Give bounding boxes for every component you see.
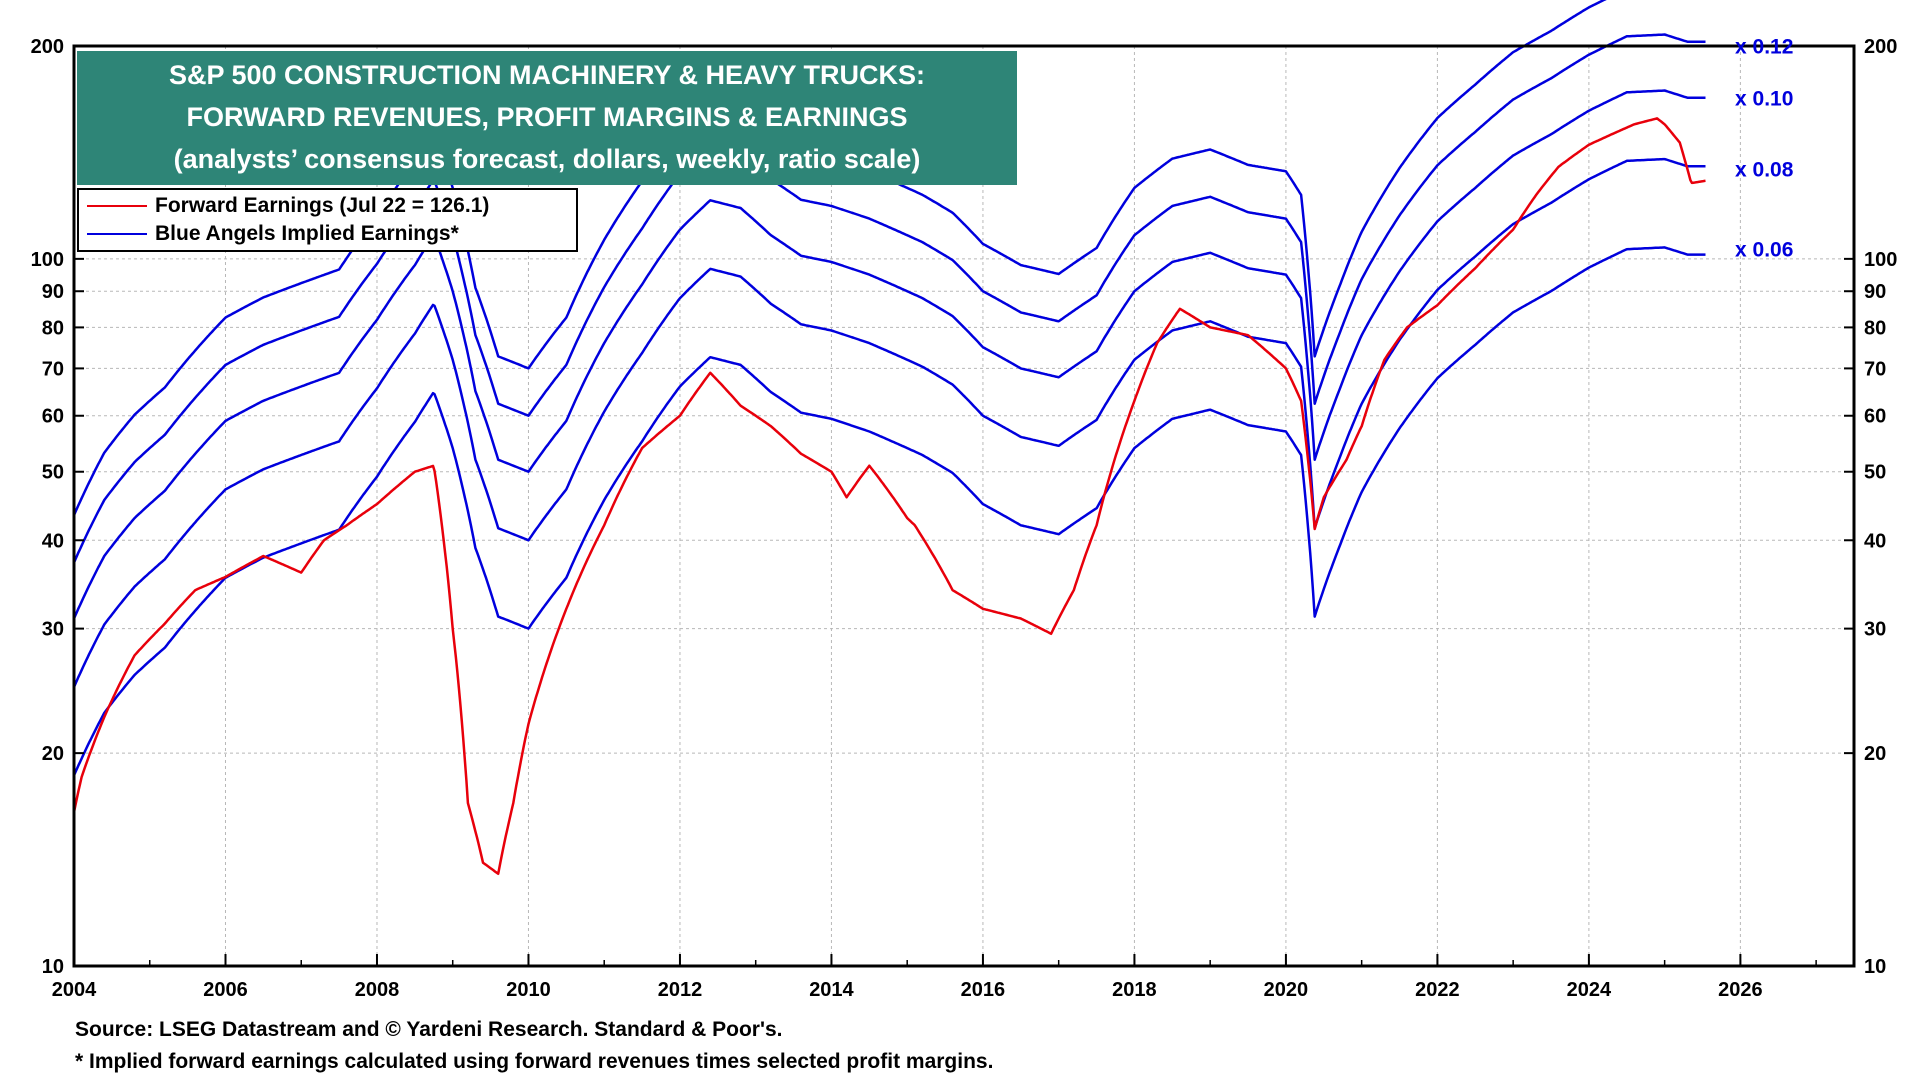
- x-tick-label: 2014: [809, 979, 854, 1001]
- y-tick-label-left: 50: [42, 462, 64, 484]
- x-tick-label: 2006: [203, 979, 248, 1001]
- y-tick-label-right: 50: [1864, 462, 1886, 484]
- y-tick-label-right: 80: [1864, 317, 1886, 339]
- footnote: * Implied forward earnings calculated us…: [75, 1050, 994, 1073]
- x-tick-label: 2012: [658, 979, 703, 1001]
- legend-item-forward-earnings: Forward Earnings (Jul 22 = 126.1): [87, 192, 489, 220]
- x-tick-label: 2016: [961, 979, 1006, 1001]
- axis-layer: 2004 2006 2008 2010 2012 2014 2016 2018 2020 2022…: [31, 36, 1898, 1001]
- implied-earnings-line-0_06: [72, 246, 1706, 776]
- y-tick-label-left: 80: [42, 317, 64, 339]
- margin-label-0_08: x 0.08: [1735, 158, 1794, 181]
- x-tick-label: 2018: [1112, 979, 1157, 1001]
- y-tick-label-right: 100: [1864, 249, 1897, 271]
- x-tick-label: 2008: [355, 979, 400, 1001]
- series-layer: [72, 0, 1706, 876]
- x-tick-label: 2024: [1567, 979, 1612, 1001]
- legend-swatch-blue: [87, 233, 147, 236]
- chart-title-line-3: (analysts’ consensus forecast, dollars, …: [173, 144, 921, 174]
- margin-label-0_12: x 0.12: [1735, 36, 1793, 59]
- margin-label-0_06: x 0.06: [1735, 239, 1793, 262]
- legend-swatch-red: [87, 205, 147, 208]
- margin-label-layer: x 0.14 x 0.12 x 0.10 x 0.08 x 0.06: [1735, 0, 1794, 262]
- x-tick-label: 2020: [1264, 979, 1309, 1001]
- margin-label-0_1: x 0.10: [1735, 88, 1793, 111]
- y-tick-label-left: 10: [42, 956, 64, 978]
- y-tick-label-left: 60: [42, 406, 64, 428]
- x-tick-label: 2022: [1415, 979, 1460, 1001]
- legend-label-forward-earnings: Forward Earnings (Jul 22 = 126.1): [155, 194, 490, 217]
- y-tick-label-right: 30: [1864, 619, 1886, 641]
- forward-earnings-line: [72, 117, 1706, 876]
- chart-title-line-1: S&P 500 CONSTRUCTION MACHINERY & HEAVY T…: [168, 60, 926, 90]
- y-tick-label-right: 70: [1864, 358, 1886, 380]
- y-tick-label-left: 200: [31, 36, 64, 58]
- y-tick-label-left: 40: [42, 530, 64, 552]
- chart-title-line-2: FORWARD REVENUES, PROFIT MARGINS & EARNI…: [186, 102, 908, 132]
- y-tick-label-right: 20: [1864, 743, 1886, 765]
- x-tick-label: 2004: [52, 979, 97, 1001]
- y-tick-label-right: 60: [1864, 406, 1886, 428]
- implied-earnings-line-0_12: [72, 33, 1706, 564]
- y-tick-label-left: 90: [42, 281, 64, 303]
- implied-earnings-line-0_1: [72, 89, 1706, 620]
- y-tick-label-right: 40: [1864, 530, 1886, 552]
- legend: Forward Earnings (Jul 22 = 126.1) Blue A…: [77, 188, 578, 252]
- plot-frame: [72, 44, 1856, 968]
- y-tick-label-left: 20: [42, 743, 64, 765]
- source-note: Source: LSEG Datastream and © Yardeni Re…: [75, 1018, 783, 1041]
- margin-label-0_14: x 0.14: [1735, 0, 1794, 1]
- y-tick-label-left: 100: [31, 249, 64, 271]
- legend-label-blue-angels: Blue Angels Implied Earnings*: [155, 222, 459, 245]
- y-tick-label-left: 70: [42, 358, 64, 380]
- x-tick-label: 2010: [506, 979, 551, 1001]
- y-tick-label-right: 90: [1864, 281, 1886, 303]
- y-tick-label-right: 200: [1864, 36, 1897, 58]
- implied-earnings-line-0_08: [72, 157, 1706, 688]
- y-tick-label-right: 10: [1864, 956, 1886, 978]
- legend-item-blue-angels: Blue Angels Implied Earnings*: [87, 220, 459, 248]
- y-tick-label-left: 30: [42, 619, 64, 641]
- x-tick-label: 2026: [1718, 979, 1763, 1001]
- chart-title: S&P 500 CONSTRUCTION MACHINERY & HEAVY T…: [77, 51, 1017, 185]
